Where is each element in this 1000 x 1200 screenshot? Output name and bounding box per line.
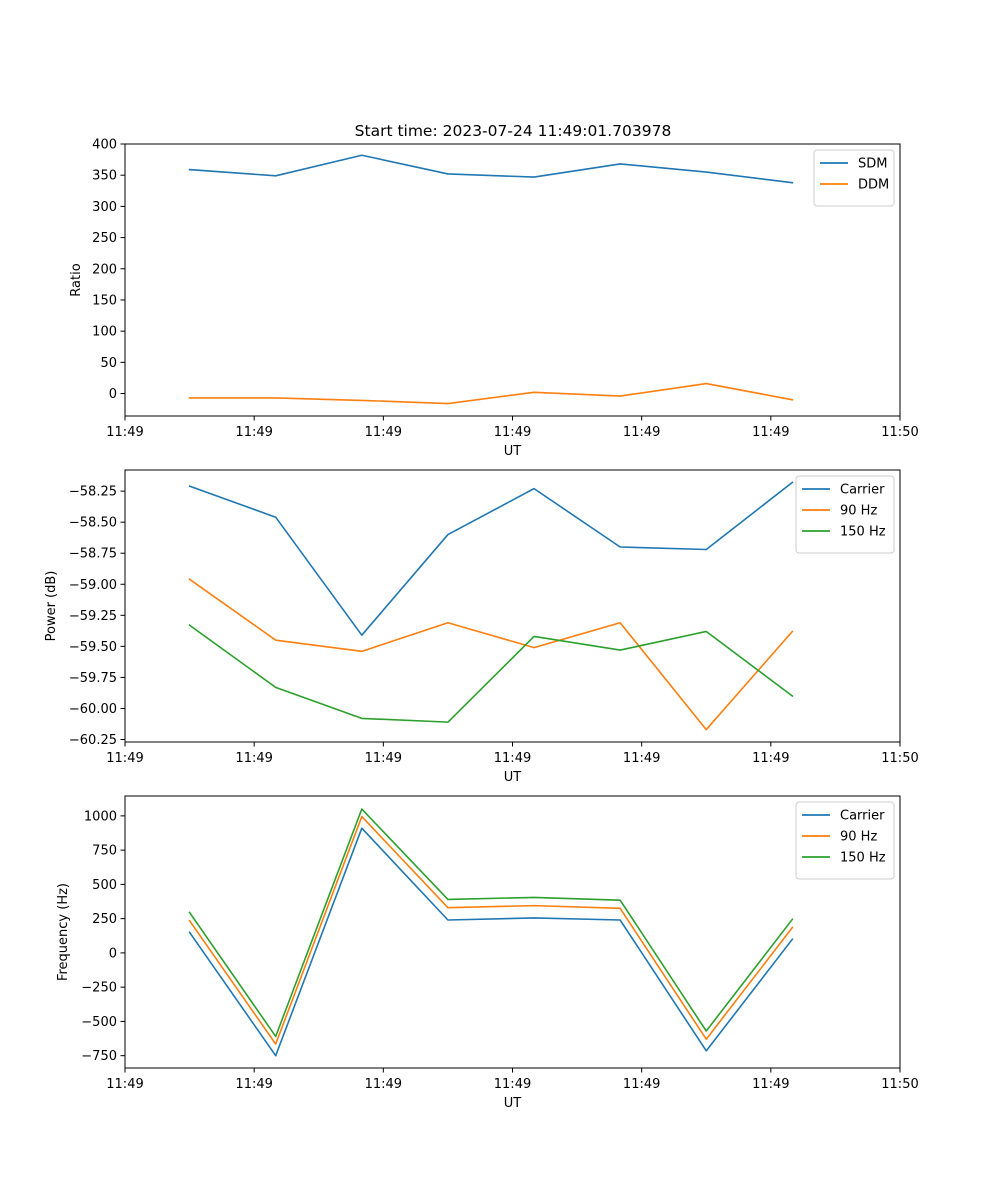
x-tick-label: 11:50 [881, 425, 918, 440]
x-tick-label: 11:49 [106, 751, 143, 766]
x-tick-label: 11:49 [752, 425, 789, 440]
x-tick-label: 11:49 [752, 751, 789, 766]
y-tick-label: −59.75 [69, 671, 117, 686]
y-tick-label: −750 [81, 1049, 117, 1064]
legend-label: 90 Hz [840, 504, 877, 519]
x-axis-label: UT [504, 1096, 522, 1111]
y-tick-label: 50 [100, 356, 117, 371]
series-line-90-hz [188, 815, 794, 1045]
x-tick-label: 11:49 [494, 1077, 531, 1092]
legend: Carrier 90 Hz 150 Hz [795, 801, 895, 880]
series-line-150-hz [188, 624, 794, 723]
y-tick-label: 150 [92, 293, 117, 308]
x-tick-label: 11:49 [235, 1077, 272, 1092]
legend-label: 150 Hz [840, 525, 886, 540]
legend-box [795, 475, 895, 554]
legend-label: SDM [858, 157, 887, 172]
legend-label: 150 Hz [840, 851, 886, 866]
x-axis-label: UT [504, 444, 522, 459]
y-tick-label: 250 [92, 231, 117, 246]
x-tick-label: 11:49 [623, 751, 660, 766]
y-tick-label: −60.00 [69, 702, 117, 717]
y-tick-label: 1000 [84, 809, 117, 824]
x-tick-label: 11:49 [494, 751, 531, 766]
y-tick-label: 200 [92, 262, 117, 277]
y-axis-label: Ratio [69, 263, 84, 296]
x-axis-label: UT [504, 770, 522, 785]
legend-label: DDM [858, 178, 889, 193]
x-tick-label: 11:49 [365, 751, 402, 766]
series-line-carrier [188, 827, 794, 1057]
y-tick-label: −250 [81, 981, 117, 996]
y-tick-label: −59.00 [69, 578, 117, 593]
y-tick-label: −58.25 [69, 485, 117, 500]
x-tick-label: 11:49 [365, 1077, 402, 1092]
legend-label: Carrier [840, 809, 885, 824]
y-tick-label: 400 [92, 138, 117, 153]
y-tick-label: 250 [92, 912, 117, 927]
axes-frame [124, 143, 901, 417]
y-tick-label: 500 [92, 878, 117, 893]
y-axis-label: Power (dB) [44, 571, 59, 642]
axes-frame [124, 469, 901, 743]
y-tick-label: 0 [109, 387, 117, 402]
y-tick-label: −59.25 [69, 609, 117, 624]
x-tick-label: 11:49 [623, 425, 660, 440]
series-line-sdm [188, 154, 794, 184]
y-tick-label: 350 [92, 169, 117, 184]
y-tick-label: −58.75 [69, 547, 117, 562]
y-axis-label: Frequency (Hz) [56, 883, 71, 981]
x-tick-label: 11:49 [235, 751, 272, 766]
legend: SDM DDM [813, 149, 895, 207]
chart-3: 11:49 11:49 11:49 11:49 11:49 11:49 11:50 −750 −… [56, 795, 919, 1111]
x-tick-label: 11:49 [106, 425, 143, 440]
legend: Carrier 90 Hz 150 Hz [795, 475, 895, 554]
y-tick-label: −60.25 [69, 733, 117, 748]
legend-label: Carrier [840, 483, 885, 498]
legend-label: 90 Hz [840, 830, 877, 845]
y-tick-label: −58.50 [69, 516, 117, 531]
legend-box [813, 149, 895, 207]
series-line-90-hz [188, 578, 794, 731]
series-line-150-hz [188, 808, 794, 1038]
x-tick-label: 11:49 [106, 1077, 143, 1092]
y-tick-label: −59.50 [69, 640, 117, 655]
x-tick-label: 11:50 [881, 1077, 918, 1092]
axes-frame [124, 795, 901, 1069]
y-tick-label: −500 [81, 1015, 117, 1030]
y-tick-label: 300 [92, 200, 117, 215]
legend-box [795, 801, 895, 880]
x-tick-label: 11:49 [365, 425, 402, 440]
x-tick-label: 11:49 [752, 1077, 789, 1092]
series-line-ddm [188, 382, 794, 405]
x-tick-label: 11:49 [494, 425, 531, 440]
y-tick-label: 100 [92, 325, 117, 340]
chart-1: 11:49 11:49 11:49 11:49 11:49 11:49 11:50 0 50 10… [69, 138, 919, 460]
series-line-carrier [188, 481, 794, 636]
x-tick-label: 11:49 [623, 1077, 660, 1092]
y-tick-label: 0 [109, 946, 117, 961]
x-tick-label: 11:49 [235, 425, 272, 440]
x-tick-label: 11:50 [881, 751, 918, 766]
y-tick-label: 750 [92, 844, 117, 859]
chart-2: 11:49 11:49 11:49 11:49 11:49 11:49 11:50 −60.2… [44, 469, 919, 785]
chart-title: Start time: 2023-07-24 11:49:01.703978 [355, 122, 672, 140]
